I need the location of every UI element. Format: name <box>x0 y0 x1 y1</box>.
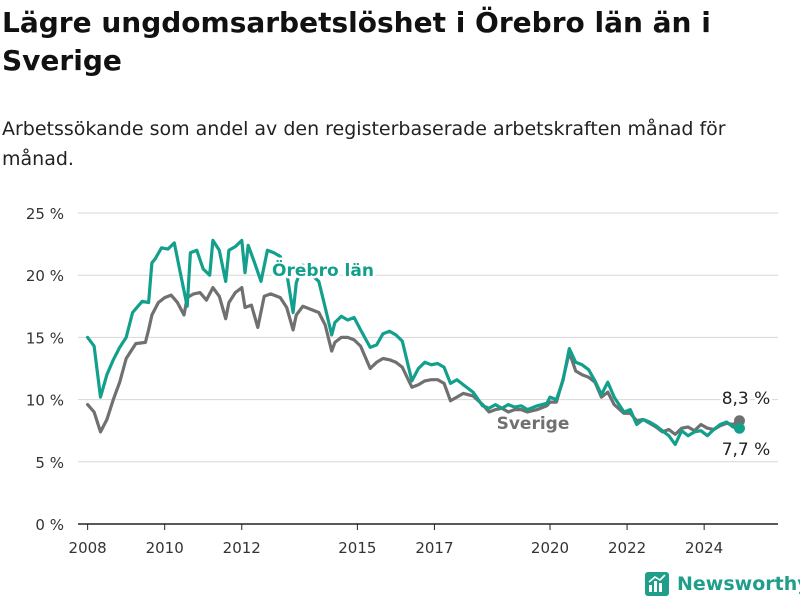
newsworthy-brand: Newsworthy <box>645 569 800 599</box>
orebro-end-value-halo: 7,7 % <box>722 440 771 460</box>
y-tick-label: 15 % <box>26 329 64 347</box>
chart-title: Lägre ungdomsarbetslöshet i Örebro län ä… <box>2 6 711 77</box>
x-tick-label: 2020 <box>531 539 569 557</box>
orebro-series-label: Örebro län <box>272 259 374 281</box>
y-axis-ticks: 0 % 5 % 10 % 15 % 20 % 25 % <box>26 205 64 534</box>
orebro-end-value: 7,7 % <box>722 440 771 460</box>
x-tick-label: 2010 <box>146 539 184 557</box>
x-tick-label: 2017 <box>415 539 453 557</box>
sverige-series-label: Sverige <box>497 414 570 434</box>
orebro-end-point <box>733 422 745 434</box>
y-tick-label: 10 % <box>26 392 64 410</box>
sverige-end-value: 8,3 % <box>722 389 771 409</box>
orebro-series-label-halo: Örebro län <box>272 259 374 281</box>
y-tick-label: 20 % <box>26 267 64 285</box>
x-axis-ticks: 2008 2010 2012 2015 2017 2020 2022 2024 <box>69 524 723 557</box>
x-tick-label: 2008 <box>69 539 107 557</box>
y-tick-label: 0 % <box>35 516 64 534</box>
gridlines <box>78 212 778 525</box>
orebro-series-line <box>86 238 742 446</box>
chart-subtitle: Arbetssökande som andel av den registerb… <box>2 118 726 170</box>
series-lines <box>86 238 745 446</box>
x-tick-label: 2024 <box>685 539 723 557</box>
sverige-end-value-halo: 8,3 % <box>722 389 771 409</box>
newsworthy-logo-icon <box>645 572 669 596</box>
y-tick-label: 25 % <box>26 205 64 223</box>
sverige-series-label-halo: Sverige <box>497 414 570 434</box>
y-tick-label: 5 % <box>35 454 64 472</box>
x-tick-label: 2022 <box>608 539 646 557</box>
brand-name: Newsworthy <box>677 573 800 595</box>
x-tick-label: 2015 <box>338 539 376 557</box>
x-tick-label: 2012 <box>223 539 261 557</box>
sverige-series-line <box>86 286 742 436</box>
